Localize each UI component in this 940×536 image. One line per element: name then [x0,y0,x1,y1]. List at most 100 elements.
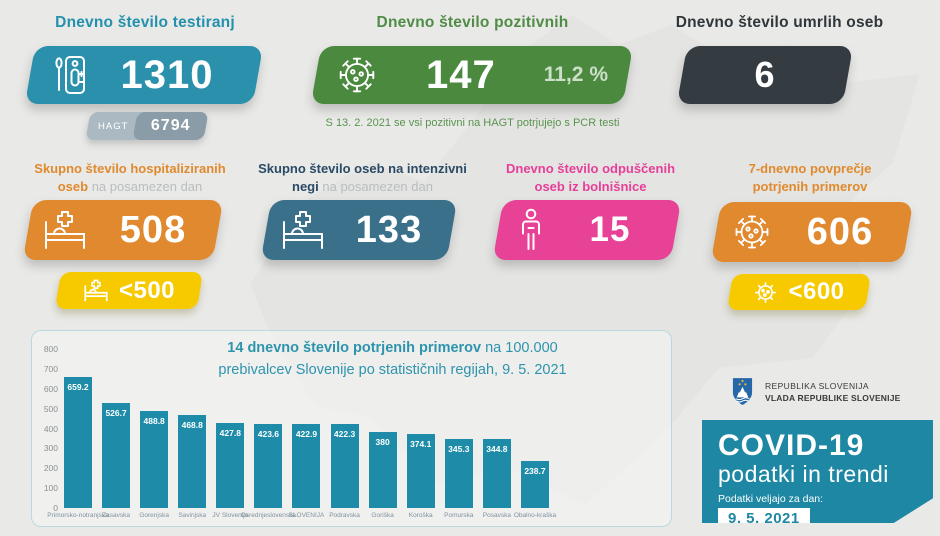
bar: 468.8 [178,414,207,508]
y-axis-tick-label: 800 [43,344,58,354]
avg7-target: <600 [788,278,845,305]
bar-category-label: Gorenjska [139,512,169,519]
coat-of-arms-icon [731,377,754,406]
avg7-value: 606 [806,210,874,253]
hospitalized-target: <500 [118,276,176,304]
bar-category-label: JV Slovenija [212,512,249,519]
government-title: REPUBLIKA SLOVENIJA VLADA REPUBLIKE SLOV… [765,381,901,403]
covid-subtitle: podatki in trendi [718,461,889,487]
tests-heading: Dnevno število testiranj [55,14,235,31]
bar-category-label: Koroška [408,512,433,519]
bar: 344.8 [482,439,511,508]
bar-category-label: Primorsko-notranjska [47,512,109,519]
bar-category-label: Osrednjeslovenska [240,512,297,519]
hospitalized-target-badge: <500 [58,272,200,309]
bar: 380 [368,432,397,508]
y-axis-tick-label: 300 [43,443,58,454]
avg7-target-badge: <600 [730,274,868,310]
bar: 423.6 [254,423,283,508]
covid-info-box: COVID-19 podatki in trendi Podatki velja… [702,420,933,523]
y-axis-tick-label: 200 [43,463,58,474]
bar-value-label: 422.9 [295,428,318,439]
icu-heading-gray: na posamezen dan [322,178,433,194]
chart-title-rest: na 100.000 [481,340,558,356]
date-value: 9. 5. 2021 [718,508,810,523]
bar-value-label: 427.8 [219,427,241,438]
bar: 488.8 [140,410,169,508]
chart-title-line2: prebivalcev Slovenije po statističnih re… [218,361,567,378]
discharged-heading: Dnevno število odpuščenih oseb iz bolniš… [488,160,693,195]
avg7-heading: 7-dnevno povprečje potrjenih primerov [710,160,910,195]
bar-value-label: 468.8 [181,419,203,430]
discharged-card: 15 [498,200,676,260]
discharged-heading-line1: Dnevno število odpuščenih [505,161,676,176]
bar-category-label: SLOVENIJA [288,512,325,519]
pcr-note: S 13. 2. 2021 se vsi pozitivni na HAGT p… [325,117,620,129]
bar-value-label: 488.8 [143,415,165,426]
bar-category-label: Obalno-kraška [513,512,557,519]
bar-value-label: 526.7 [105,408,127,419]
chart-title-line1: 14 dnevno število potrjenih primerov na … [152,338,633,360]
bar: 374.1 [406,433,435,508]
positive-value: 147 [426,52,496,97]
bar-value-label: 344.8 [486,444,508,455]
bar-value-label: 345.3 [448,444,470,455]
bar-value-label: 659.2 [67,381,89,392]
deaths-card: 6 [682,46,848,104]
bar-category-label: Podravska [329,512,360,519]
date-label: Podatki veljajo za dan: [718,493,824,505]
virus-icon [753,280,778,305]
chart-title: 14 dnevno število potrjenih primerov na … [152,338,633,382]
bar: 422.3 [330,424,359,508]
avg7-card: 606 [716,202,908,262]
y-axis-tick-label: 400 [43,423,58,434]
person-icon [518,208,544,252]
bar-category-label: Savinjska [178,512,207,519]
icu-value: 133 [355,208,423,251]
hospitalized-value: 508 [119,208,187,251]
hospitalized-heading-bold: oseb [57,178,89,194]
bar-value-label: 423.6 [257,428,280,439]
deaths-value: 6 [754,54,776,95]
covid-title: COVID-19 [718,429,865,462]
gov-line2: VLADA REPUBLIKE SLOVENIJE [765,392,901,403]
hospitalized-heading-line2: oseb na posamezen dan [15,178,245,196]
bar: 422.9 [292,423,321,508]
bar: 659.2 [64,376,92,508]
y-axis-tick-label: 100 [43,483,58,494]
positive-card: 147 11,2 % [316,46,628,104]
bar-category-label: Pomurska [444,512,474,519]
hagt-value: 6794 [150,117,191,134]
virus-icon [732,212,772,252]
icu-card: 133 [266,200,452,260]
hagt-badge: HAGT 6794 [88,112,206,140]
government-logo-block: REPUBLIKA SLOVENIJA VLADA REPUBLIKE SLOV… [731,377,901,406]
icu-heading-line2: negi na posamezen dan [245,178,480,196]
bar-category-label: Goriška [371,512,394,519]
bar-value-label: 374.1 [410,438,432,449]
y-axis-tick-label: 700 [43,363,58,374]
y-axis-tick-label: 600 [43,383,58,394]
hospitalized-card: 508 [28,200,218,260]
deaths-heading: Dnevno število umrlih oseb [675,14,884,31]
bar: 238.7 [520,460,549,508]
bar-category-label: Posavska [482,512,511,519]
gov-line1: REPUBLIKA SLOVENIJA [765,380,869,391]
bar-value-label: 422.3 [333,429,356,440]
positive-percent: 11,2 % [543,63,608,86]
hospitalized-heading-gray: na posamezen dan [91,178,203,194]
icu-heading: Skupno število oseb na intenzivni negi n… [245,160,480,195]
hagt-label: HAGT [98,120,129,132]
bar-chart: 14 dnevno število potrjenih primerov na … [31,330,672,527]
avg7-heading-line2: potrjenih primerov [752,178,868,194]
discharged-value: 15 [589,210,631,249]
bar-value-label: 238.7 [524,465,546,476]
hospital-bed-icon [280,210,326,250]
icu-heading-bold: negi [292,178,319,194]
avg7-heading-line1: 7-dnevno povprečje [748,161,872,176]
virus-icon [336,54,378,96]
bar: 427.8 [216,422,245,508]
discharged-heading-line2: oseb iz bolnišnice [534,178,647,194]
hospital-bed-icon [83,279,109,302]
